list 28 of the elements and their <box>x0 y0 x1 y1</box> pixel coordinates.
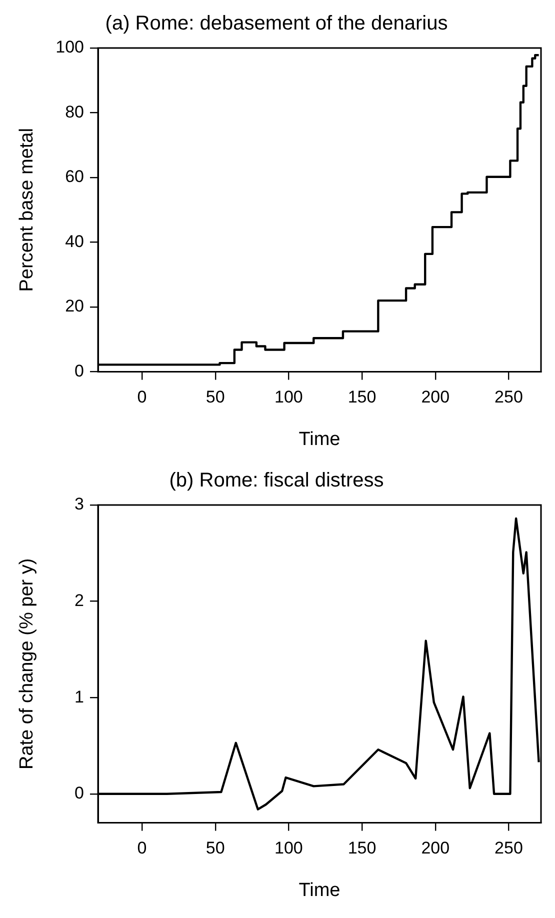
x-tick-label: 50 <box>206 838 225 858</box>
x-tick-label: 100 <box>274 838 303 858</box>
x-axis-title: Time <box>298 428 340 450</box>
x-tick-label: 150 <box>348 838 376 858</box>
y-tick-label: 60 <box>65 167 84 186</box>
x-tick-label: 0 <box>137 388 147 407</box>
y-tick-label: 40 <box>65 232 84 251</box>
x-tick-label: 100 <box>274 388 303 407</box>
x-tick-label: 200 <box>421 838 450 858</box>
chart-title: (a) Rome: debasement of the denarius <box>105 12 448 35</box>
y-tick-label: 2 <box>74 590 84 610</box>
chart-title: (b) Rome: fiscal distress <box>169 470 384 492</box>
x-tick-label: 50 <box>206 388 225 407</box>
y-tick-label: 1 <box>74 687 84 706</box>
y-axis-title: Percent base metal <box>16 128 38 292</box>
x-tick-label: 250 <box>494 838 523 858</box>
x-tick-label: 200 <box>421 388 450 407</box>
y-tick-label: 3 <box>74 494 84 514</box>
x-tick-label: 0 <box>137 838 147 858</box>
y-tick-label: 20 <box>65 296 84 316</box>
y-tick-label: 80 <box>65 102 84 122</box>
y-axis-title: Rate of change (% per y) <box>16 558 38 770</box>
y-tick-label: 0 <box>74 784 84 803</box>
y-tick-label: 100 <box>56 38 84 57</box>
x-tick-label: 150 <box>348 388 376 407</box>
y-tick-label: 0 <box>74 361 84 380</box>
x-axis-title: Time <box>298 880 340 901</box>
x-tick-label: 250 <box>494 388 523 407</box>
